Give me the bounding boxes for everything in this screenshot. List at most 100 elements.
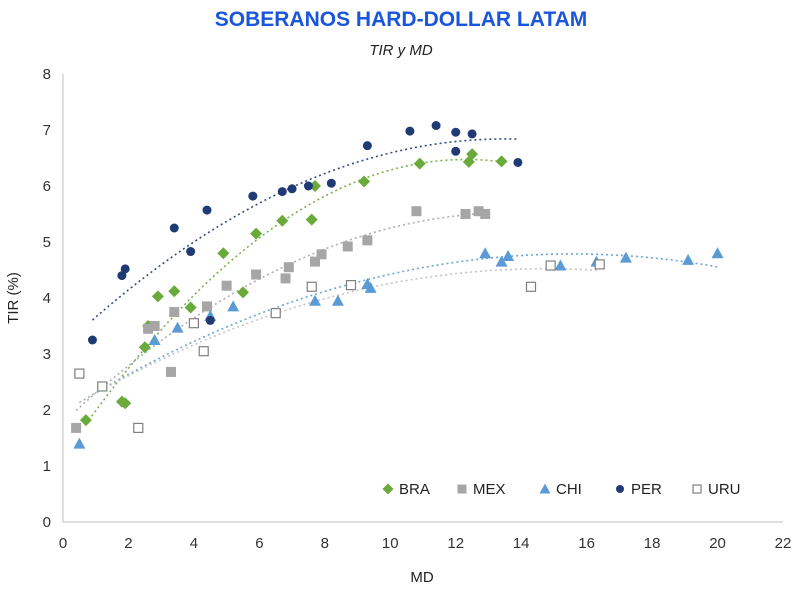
mex-point [411, 206, 422, 217]
y-tick-label: 4 [43, 290, 51, 307]
y-tick-label: 8 [43, 66, 51, 83]
legend-marker-per [616, 485, 624, 493]
per-point [117, 271, 127, 281]
uru-point [188, 318, 200, 329]
x-tick-label: 0 [59, 535, 67, 552]
mex-point [202, 301, 212, 312]
chi-point [73, 437, 86, 449]
chi-point [554, 259, 567, 271]
mex-point [473, 206, 484, 217]
bra-point [79, 414, 92, 427]
x-tick-label: 20 [709, 535, 726, 552]
per-point [248, 191, 258, 201]
per-point [405, 126, 415, 136]
bra-point [466, 148, 479, 161]
chi-point [479, 247, 492, 259]
mex-point [480, 209, 491, 219]
chi-point [502, 250, 515, 261]
uru-point [306, 281, 317, 292]
mex-point [166, 366, 176, 377]
x-tick-label: 2 [124, 535, 132, 552]
bra-point [151, 290, 164, 303]
per-point [87, 335, 97, 345]
legend-label-bra: BRA [399, 481, 430, 498]
chart-title: SOBERANOS HARD-DOLLAR LATAM [215, 8, 588, 31]
bra-point [305, 213, 318, 226]
x-tick-label: 10 [382, 535, 399, 552]
y-axis-label: TIR (%) [5, 272, 22, 324]
per-point [513, 157, 523, 167]
per-point [277, 187, 287, 197]
chi-point [619, 251, 632, 263]
bra-point [168, 285, 181, 298]
data-points [71, 121, 724, 449]
legend-label-per: PER [631, 481, 662, 498]
bra-point [358, 175, 371, 188]
chi-point [711, 247, 724, 259]
uru-point [133, 422, 144, 434]
chi-point [171, 321, 184, 333]
x-axis-label: MD [410, 569, 433, 586]
per-point [205, 315, 215, 325]
mex-point [316, 249, 327, 260]
uru-point [97, 381, 108, 392]
y-tick-label: 2 [43, 402, 51, 419]
legend-label-uru: URU [708, 481, 741, 498]
mex-point [362, 235, 373, 246]
uru-point [525, 281, 537, 292]
mex-point [143, 323, 154, 334]
y-tick-label: 1 [43, 458, 51, 475]
mex-point [149, 321, 160, 331]
bra-point [237, 286, 249, 299]
per-point [431, 121, 441, 131]
mex-point [310, 256, 320, 267]
uru-trendline [79, 267, 600, 404]
uru-point [270, 308, 281, 319]
mex-point [251, 269, 262, 280]
mex-point [460, 209, 471, 219]
y-tick-label: 7 [43, 122, 51, 139]
chi-point [495, 255, 508, 267]
chi-point [682, 253, 695, 265]
bra-point [250, 227, 263, 240]
per-point [186, 247, 196, 257]
legend-marker-chi [539, 483, 551, 494]
mex-point [283, 262, 294, 273]
mex-point [342, 241, 353, 252]
per-point [451, 146, 461, 156]
per-point [169, 223, 179, 233]
x-tick-label: 4 [190, 535, 198, 552]
chi-point [309, 294, 321, 306]
bra-point [138, 341, 151, 354]
per-trendline [91, 138, 518, 321]
per-point [120, 264, 130, 274]
legend-label-mex: MEX [473, 481, 506, 498]
legend-marker-mex [457, 484, 467, 494]
legend: BRA MEX CHI PER URU [382, 481, 741, 498]
per-point [362, 141, 372, 151]
x-tick-label: 8 [321, 535, 329, 552]
bra-point [184, 301, 197, 314]
uru-point [545, 260, 556, 271]
chart-subtitle: TIR y MD [369, 42, 432, 59]
legend-marker-uru [692, 484, 702, 494]
bra-point [217, 247, 230, 260]
y-tick-label: 3 [43, 346, 51, 363]
per-point [326, 178, 336, 188]
x-tick-label: 18 [644, 535, 661, 552]
y-tick-label: 6 [43, 178, 51, 195]
bra-trendline [85, 158, 502, 425]
bra-point [413, 157, 426, 170]
uru-point [594, 259, 605, 270]
chi-point [331, 294, 344, 306]
uru-point [345, 280, 357, 291]
per-point [303, 181, 313, 191]
chi-trendline [78, 253, 718, 404]
bra-point [119, 397, 132, 410]
chi-point [227, 300, 240, 312]
uru-point [198, 346, 209, 357]
mex-point [169, 307, 180, 317]
